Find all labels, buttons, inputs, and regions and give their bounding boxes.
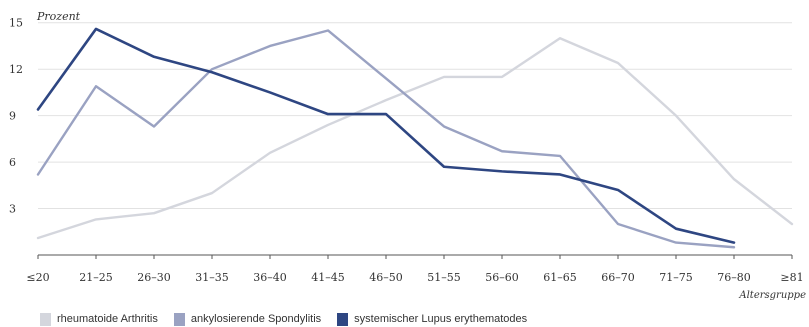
x-tick-label: 56–60 xyxy=(485,271,519,284)
x-tick-label: 21–25 xyxy=(79,271,113,284)
x-tick-label: ≥81 xyxy=(780,271,803,284)
x-tick-label: 61–65 xyxy=(543,271,577,284)
legend-item-systemischer-lupus: systemischer Lupus erythematodes xyxy=(337,312,528,326)
x-tick-label: 31–35 xyxy=(195,271,229,284)
y-tick-label: 9 xyxy=(9,110,16,123)
y-tick-label: 6 xyxy=(9,156,16,169)
legend-item-ankylosierende-spondylitis: ankylosierende Spondylitis xyxy=(173,312,322,326)
y-tick-label: 3 xyxy=(9,203,16,216)
x-tick-label: 36–40 xyxy=(253,271,287,284)
x-tick-label: 71–75 xyxy=(659,271,693,284)
legend-swatch xyxy=(173,312,185,326)
legend-label: rheumatoide Arthritis xyxy=(57,313,158,325)
legend-swatch xyxy=(337,312,349,326)
series-line-3 xyxy=(36,27,736,244)
x-axis-title: Altersgruppe xyxy=(738,290,806,301)
y-tick-label: 15 xyxy=(9,17,23,30)
x-tick-label: 76–80 xyxy=(717,271,751,284)
series-line-2 xyxy=(36,29,736,249)
series-line-1 xyxy=(36,37,794,240)
legend-swatch xyxy=(40,312,51,326)
legend: rheumatoide Arthritis ankylosierende Spo… xyxy=(40,311,543,327)
x-tick-label: 41–45 xyxy=(311,271,345,284)
axis-labels: Prozent Altersgruppe xyxy=(36,10,806,301)
legend-item-rheumatoide-arthritis: rheumatoide Arthritis xyxy=(40,312,158,326)
y-tick-label: 12 xyxy=(9,63,23,76)
legend-label: ankylosierende Spondylitis xyxy=(190,313,322,325)
grid xyxy=(38,22,792,210)
y-axis-title: Prozent xyxy=(36,10,81,23)
x-tick-label: 51–55 xyxy=(427,271,461,284)
series-lines xyxy=(36,27,794,249)
x-tick-label: 26–30 xyxy=(137,271,171,284)
x-tick-label: 46–50 xyxy=(369,271,403,284)
x-tick-label: ≤20 xyxy=(26,271,49,284)
legend-label: systemischer Lupus erythematodes xyxy=(354,313,528,325)
axes: 3 6 9 12 15 ≤20 21–25 26–30 31–35 36–40 41–45 46–50… xyxy=(9,17,804,284)
x-tick-label: 66–70 xyxy=(601,271,635,284)
